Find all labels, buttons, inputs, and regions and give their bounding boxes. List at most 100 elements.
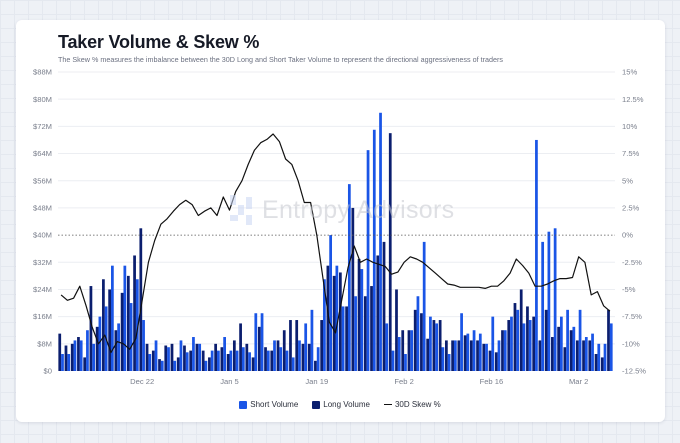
long-volume-bar xyxy=(332,275,336,371)
short-volume-bar xyxy=(210,350,214,371)
short-volume-bar xyxy=(485,343,488,371)
short-volume-bar xyxy=(217,350,220,371)
y-right-tick-label: 12.5% xyxy=(622,95,644,104)
y-left-tick-label: $32M xyxy=(33,258,52,267)
long-volume-bar xyxy=(114,330,118,371)
y-right-tick-label: 10% xyxy=(622,122,637,131)
short-volume-bar xyxy=(235,350,239,371)
short-volume-bar xyxy=(241,347,245,371)
short-volume-bar xyxy=(553,228,557,371)
long-volume-bar xyxy=(257,326,261,371)
short-volume-bar xyxy=(516,309,520,371)
y-left-tick-label: $24M xyxy=(33,285,52,294)
short-volume-bar xyxy=(559,316,563,371)
short-volume-bar xyxy=(185,352,189,371)
long-volume-bar xyxy=(388,133,392,371)
short-volume-bar xyxy=(92,343,96,371)
short-volume-bar xyxy=(491,316,495,371)
short-volume-bar xyxy=(179,340,183,371)
x-axis: Dec 22 Jan 5 Jan 19 Feb 2 Feb 16 Mar 2 xyxy=(130,377,588,386)
short-volume-bar xyxy=(347,184,351,371)
long-volume-bar xyxy=(501,330,504,371)
long-volume-bar xyxy=(407,330,411,371)
long-volume-bar xyxy=(413,309,417,371)
skew-line xyxy=(60,133,611,354)
long-volume-bar xyxy=(575,340,579,371)
short-volume-bar xyxy=(98,316,102,371)
long-volume-bar xyxy=(532,316,536,371)
y-left-tick-label: $8M xyxy=(37,339,52,348)
short-volume-bar xyxy=(341,306,345,371)
long-volume-bar xyxy=(426,338,430,371)
long-volume-bar xyxy=(183,345,186,371)
long-volume-swatch-icon xyxy=(312,400,321,409)
short-volume-bar xyxy=(329,235,333,371)
long-volume-bar xyxy=(395,289,398,371)
short-volume-bar xyxy=(572,326,576,371)
long-volume-bar xyxy=(476,340,479,371)
long-volume-bar xyxy=(170,343,174,371)
watermark-logo-icon xyxy=(230,195,252,225)
short-volume-bar xyxy=(541,241,545,371)
short-volume-bar xyxy=(67,354,71,371)
legend-item-long[interactable]: Long Volume xyxy=(312,400,370,409)
short-volume-swatch-icon xyxy=(239,400,248,409)
short-volume-bar xyxy=(135,279,139,371)
long-volume-bar xyxy=(320,320,324,371)
y-right-tick-label: 7.5% xyxy=(622,149,640,158)
long-volume-bar xyxy=(363,296,367,371)
x-tick-label: Jan 19 xyxy=(305,377,328,386)
short-volume-bar xyxy=(447,354,451,371)
short-volume-bar xyxy=(354,296,357,371)
skew-line-swatch-icon xyxy=(383,403,392,406)
long-volume-bar xyxy=(120,292,124,371)
long-volume-bar xyxy=(345,306,348,371)
short-volume-bar xyxy=(142,320,145,371)
long-volume-bar xyxy=(276,340,280,371)
short-volume-bar xyxy=(497,340,501,371)
long-volume-bar xyxy=(600,357,604,371)
y-right-tick-label: -5% xyxy=(622,285,636,294)
short-volume-bar xyxy=(416,296,420,371)
long-volume-bar xyxy=(195,343,199,371)
long-volume-bar xyxy=(289,320,292,371)
long-volume-bar xyxy=(582,340,585,371)
short-volume-bar xyxy=(129,303,133,371)
legend-item-short[interactable]: Short Volume xyxy=(239,400,298,409)
long-volume-bar xyxy=(189,350,193,371)
y-right-tick-label: -7.5% xyxy=(622,312,642,321)
long-volume-bar xyxy=(432,320,436,371)
long-volume-bar xyxy=(551,337,554,371)
short-volume-bar xyxy=(198,343,202,371)
short-volume-bar xyxy=(248,352,251,371)
long-volume-bar xyxy=(158,359,161,371)
y-left-tick-label: $72M xyxy=(33,122,52,131)
skew-line-series xyxy=(60,133,611,354)
short-volume-bar xyxy=(273,340,276,371)
long-volume-bar xyxy=(488,350,492,371)
short-volume-bar xyxy=(86,330,89,371)
short-volume-bar xyxy=(266,350,270,371)
y-right-tick-label: -12.5% xyxy=(622,367,646,376)
watermark-text: Entropy Advisors xyxy=(262,195,455,224)
long-volume-bar xyxy=(301,343,305,371)
long-volume-bar xyxy=(420,313,423,371)
short-volume-bar xyxy=(391,350,395,371)
legend-label-short: Short Volume xyxy=(250,400,299,409)
long-volume-bar xyxy=(251,357,255,371)
legend-item-skew[interactable]: 30D Skew % xyxy=(383,400,441,409)
short-volume-bar xyxy=(397,337,401,371)
long-volume-bar xyxy=(307,343,311,371)
x-tick-label: Jan 5 xyxy=(220,377,239,386)
long-volume-bar xyxy=(438,320,442,371)
legend-label-skew: 30D Skew % xyxy=(394,400,441,409)
short-volume-bar xyxy=(429,316,432,371)
short-volume-bar xyxy=(335,265,339,371)
long-volume-bar xyxy=(538,340,542,371)
short-volume-bar xyxy=(291,357,295,371)
short-volume-bar xyxy=(111,265,114,371)
long-volume-bar xyxy=(208,357,211,371)
short-volume-bar xyxy=(435,323,439,371)
long-volume-bar xyxy=(239,323,242,371)
long-volume-bar xyxy=(445,340,448,371)
